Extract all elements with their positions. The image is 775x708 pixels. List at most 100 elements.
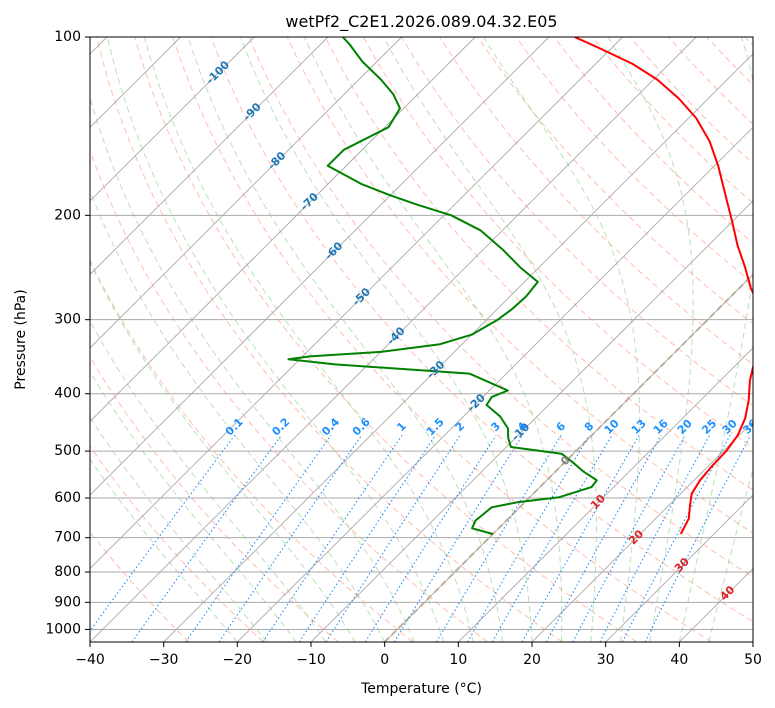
x-tick-label: −20 (223, 652, 253, 668)
y-axis-label: Pressure (hPa) (13, 289, 29, 389)
dry-adiabat-line (172, 37, 712, 642)
isotherm-line (605, 494, 753, 642)
freezing-isotherm-line (383, 273, 753, 642)
mixing-ratio-line (90, 434, 236, 632)
pressure-gridlines (90, 37, 753, 630)
mixing-ratio-label: 2 (453, 420, 468, 435)
mixing-ratio-line (599, 434, 711, 642)
mixing-ratio-label: 0.6 (350, 415, 373, 438)
isotherm-line (90, 37, 329, 276)
temperature-line (574, 37, 753, 535)
mixing-ratio-label: 1.5 (424, 415, 447, 438)
mixing-ratio-line (393, 434, 524, 642)
isotherm-line (458, 347, 753, 642)
y-tick-label: 200 (54, 207, 81, 223)
y-tick-label: 300 (54, 312, 81, 328)
dry-adiabat-line (210, 37, 753, 623)
x-tick-label: 40 (670, 652, 688, 668)
mixing-ratio-lines (90, 434, 752, 642)
moist-adiabat-line (607, 37, 694, 642)
mixing-ratio-line (435, 434, 562, 642)
y-tick-label: 600 (54, 490, 81, 506)
y-axis-ticks: 100 200 300 400 500 600 700 800 900 1000 (45, 29, 90, 637)
y-tick-label: 900 (54, 594, 81, 610)
dry-adiabat-line (668, 37, 753, 125)
dewpoint-line (287, 37, 598, 535)
x-tick-label: 0 (380, 652, 389, 668)
x-tick-label: 20 (523, 652, 541, 668)
mixing-ratio-label: 13 (629, 417, 649, 437)
mixing-ratio-line (364, 434, 497, 642)
mixing-ratio-label: 1 (394, 420, 409, 435)
x-tick-label: 50 (744, 652, 762, 668)
moist-adiabat-line (90, 95, 415, 642)
mixing-ratio-line (491, 434, 613, 642)
plot-area: -100-90-80-70-60-50-40-30-20-100.1 0.2 0.4… (90, 37, 760, 642)
isotherm-label: -100 (204, 58, 233, 87)
moist-adiabat-line (678, 37, 753, 642)
y-tick-label: 400 (54, 386, 81, 402)
isotherm-line (90, 37, 550, 496)
mixing-ratio-line (185, 434, 332, 642)
dry-adiabat-line (744, 37, 753, 47)
moist-adiabats (90, 37, 753, 642)
isotherm-line (163, 53, 753, 642)
moist-adiabat-line (143, 37, 474, 642)
x-tick-label: 30 (597, 652, 615, 668)
mixing-ratio-label: 3 (488, 420, 503, 435)
mixing-ratio-label: 36 (740, 417, 760, 437)
chart-title: wetPf2_C2E1.2026.089.04.32.E05 (285, 12, 557, 32)
mixing-ratio-label: 6 (554, 419, 569, 434)
mixing-ratio-line (572, 434, 686, 642)
freezing-isotherm (383, 273, 753, 642)
mixing-ratio-line (545, 434, 662, 642)
isotherm-line (90, 37, 623, 570)
isotherm-label: -30 (424, 358, 447, 381)
isotherm-line (752, 641, 753, 642)
plot-frame (89, 36, 754, 643)
dry-adiabat-line (324, 37, 753, 491)
dry-adiabat-line (706, 37, 753, 86)
series-lines (287, 37, 753, 535)
moist-adiabat-line (383, 37, 597, 642)
dry-adiabat-line (248, 37, 753, 578)
isotherm-line (90, 37, 255, 202)
mixing-ratio-label: 16 (651, 417, 671, 437)
moist-adiabat-label: 20 (626, 527, 646, 547)
mixing-ratio-line (621, 434, 731, 642)
moist-adiabat-line (90, 370, 297, 642)
isotherm-line (531, 420, 753, 642)
moist-adiabat-line (90, 319, 327, 642)
dry-adiabat-line (96, 37, 563, 642)
dry-adiabat-line (591, 37, 753, 204)
moist-adiabat-line (90, 458, 238, 642)
dry-adiabat-line (90, 445, 264, 642)
x-tick-label: −10 (296, 652, 326, 668)
dry-adiabat-line (515, 37, 753, 284)
isotherm-line (310, 200, 753, 642)
moist-adiabat-line (90, 260, 356, 642)
isotherm-line (90, 37, 402, 349)
x-tick-label: −30 (149, 652, 179, 668)
moist-adiabat-line (240, 37, 533, 642)
isotherm-line (90, 37, 697, 642)
isotherm-label: -90 (241, 100, 264, 123)
dry-adiabat-line (477, 37, 753, 325)
dry-adiabats (90, 37, 753, 642)
mixing-ratio-line (644, 434, 752, 642)
isotherm-line (679, 567, 753, 642)
mixing-ratio-label: 0.2 (269, 415, 292, 438)
isotherm-line (237, 126, 753, 642)
dry-adiabat-line (286, 37, 753, 534)
isotherms (90, 37, 753, 642)
mixing-ratio-label: 25 (699, 417, 719, 437)
mixing-ratio-label: 8 (582, 420, 597, 435)
mixing-ratio-line (325, 434, 461, 642)
mixing-ratio-line (467, 434, 590, 642)
dry-adiabat-line (90, 149, 488, 642)
dry-adiabat-line (90, 355, 339, 642)
y-tick-label: 1000 (45, 621, 81, 637)
mixing-ratio-label: 0.1 (223, 415, 246, 438)
x-axis-ticks: −40 −30 −20 −10 0 10 20 30 40 50 (75, 642, 762, 668)
